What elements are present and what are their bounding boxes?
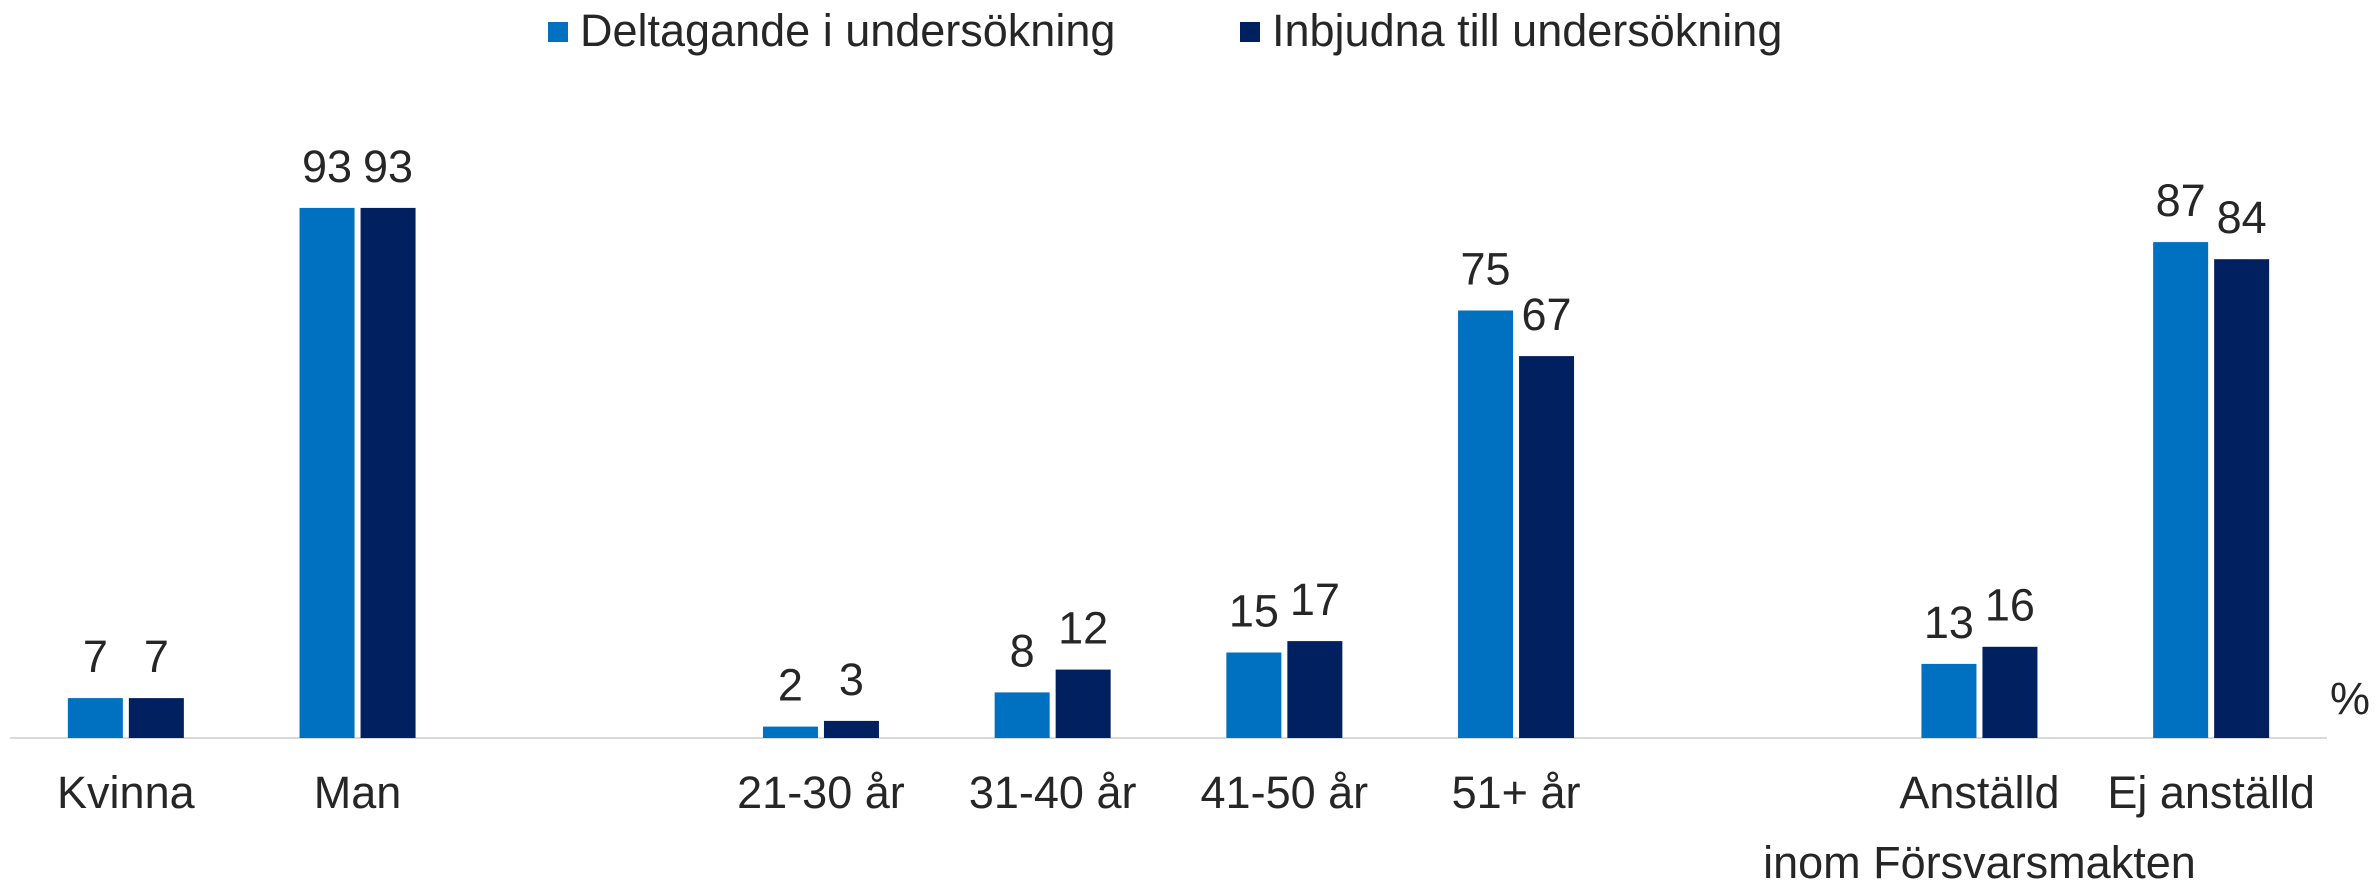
- value-label: 15: [1229, 585, 1279, 636]
- x-tick-label-line: Anställd: [1899, 767, 2059, 818]
- value-label: 17: [1290, 574, 1340, 625]
- legend-swatch: [548, 22, 568, 42]
- bar: [1287, 641, 1343, 738]
- value-label: 7: [83, 631, 108, 682]
- bar: [360, 207, 416, 738]
- value-label: 8: [1010, 625, 1035, 676]
- value-label: 87: [2156, 175, 2206, 226]
- bar: [1458, 310, 1514, 738]
- legend-swatch: [1240, 22, 1260, 42]
- bar: [994, 692, 1050, 738]
- y-axis-label: %: [2330, 673, 2370, 724]
- value-label: 13: [1924, 597, 1974, 648]
- value-label: 84: [2217, 192, 2267, 243]
- x-tick-label: Man: [314, 767, 402, 818]
- bar: [823, 720, 879, 738]
- bar: [128, 698, 184, 738]
- bar: [1055, 669, 1111, 738]
- bar: [67, 698, 123, 738]
- x-tick-label: 31-40 år: [969, 767, 1137, 818]
- value-label: 67: [1522, 289, 1572, 340]
- bar: [2214, 259, 2270, 738]
- x-tick-label: Ej anställd: [2107, 767, 2315, 818]
- bar: [299, 207, 355, 738]
- bar: [1226, 652, 1282, 738]
- x-tick-label: Anställd inom Försvarsmakten: [1763, 767, 2196, 881]
- value-label: 12: [1058, 602, 1108, 653]
- bar: [762, 726, 818, 738]
- value-label: 3: [839, 654, 864, 705]
- value-label: 2: [778, 659, 803, 710]
- x-tick-label: 21-30 år: [737, 767, 905, 818]
- value-label: 7: [144, 631, 169, 682]
- legend-label: Inbjudna till undersökning: [1272, 5, 1782, 56]
- value-label: 93: [302, 141, 352, 192]
- value-label: 75: [1461, 243, 1511, 294]
- x-tick-label: 51+ år: [1452, 767, 1581, 818]
- x-tick-label: 41-50 år: [1201, 767, 1369, 818]
- bar: [1982, 646, 2038, 738]
- value-label: 93: [363, 141, 413, 192]
- x-tick-label: Kvinna: [57, 767, 196, 818]
- bar: [2153, 242, 2209, 738]
- bar: [1519, 356, 1575, 738]
- legend-label: Deltagande i undersökning: [580, 5, 1115, 56]
- bar: [1921, 663, 1977, 738]
- x-tick-label-line: inom Försvarsmakten: [1763, 837, 2196, 881]
- value-label: 16: [1985, 580, 2035, 631]
